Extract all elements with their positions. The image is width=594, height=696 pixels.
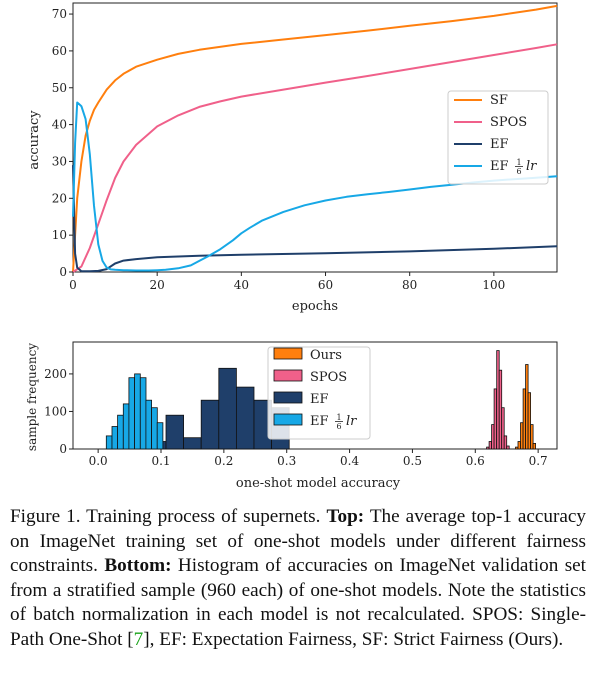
top-series-sf-line (72, 4, 558, 273)
top-x-tick-label-80: 80 (402, 278, 417, 292)
top-x-axis-label: epochs (292, 299, 338, 314)
bottom-chart-axes: 0.0 0.1 0.2 0.3 0.4 0.5 0.6 0.7 0 100 200 (44, 367, 548, 468)
caption-bottom-text: Histogram of accuracies on ImageNet vali… (10, 555, 587, 650)
top-x-tick-label-60: 60 (318, 278, 333, 292)
top-x-tick-label-100: 100 (482, 278, 505, 292)
top-y-tick-label-60: 60 (52, 44, 67, 58)
bottom-bar-spos-8 (506, 445, 510, 450)
bottom-bar-ef-frac-1-6-lr-2 (117, 414, 124, 450)
bottom-bar-ours-7 (532, 442, 536, 450)
bottom-legend-label-ef-frac-1-6-lr-suffix: lr (346, 414, 357, 429)
bottom-bar-ef-frac-1-6-lr-6 (139, 377, 147, 450)
top-legend-label-sf: SF (490, 93, 508, 108)
bottom-y-tick-label-0: 0 (59, 442, 67, 456)
caption-top-label: Top: (326, 506, 365, 527)
bottom-x-tick-label-0-5: 0.5 (403, 454, 422, 468)
caption-bottom-label: Bottom: (104, 555, 172, 577)
bottom-bar-ef-frac-1-6-lr-3 (122, 403, 130, 450)
bottom-bar-ef-frac-1-6-lr-8 (151, 407, 158, 450)
bottom-legend-swatch-ours (273, 347, 303, 360)
top-x-tick-label-20: 20 (150, 278, 165, 292)
top-y-tick-label-30: 30 (52, 154, 67, 168)
bottom-x-tick-label-0-7: 0.7 (529, 454, 548, 468)
top-y-tick-label-40: 40 (52, 118, 67, 132)
top-legend-frame (447, 90, 549, 185)
bottom-legend-label-ef-frac-1-6-lr-denominator: 6 (336, 422, 341, 431)
figure-caption: Figure 1. Training process of supernets.… (10, 505, 586, 653)
top-y-axis-label: accuracy (27, 110, 42, 170)
bottom-histogram: 0.0 0.1 0.2 0.3 0.4 0.5 0.6 0.7 0 100 200 sample f… (25, 341, 558, 491)
bottom-legend-label-ours: Ours (310, 348, 342, 363)
bottom-bar-ef-frac-1-6-lr-7 (145, 399, 152, 450)
bottom-x-tick-label-0-3: 0.3 (277, 454, 296, 468)
bottom-bar-spos-7 (503, 435, 508, 450)
caption-tail-text: ], EF: Expectation Fairness, SF: Strict … (143, 628, 564, 650)
top-y-tick-label-10: 10 (52, 228, 67, 242)
bottom-legend-label-ef-frac-1-6-lr: EF 16 lr (310, 413, 357, 431)
top-series-ef-line (72, 165, 558, 273)
bottom-y-tick-label-100: 100 (44, 404, 67, 418)
top-x-tick-label-0: 0 (69, 278, 77, 292)
bottom-legend-label-ef-frac-1-6-lr-base: EF (310, 414, 329, 429)
bottom-bar-ef-5 (235, 386, 255, 450)
bottom-bar-ours-2 (520, 422, 524, 450)
top-chart-axes: 0 20 40 60 80 100 0 10 20 30 40 50 60 70 (52, 7, 506, 292)
bottom-x-tick-label-0-2: 0.2 (214, 454, 233, 468)
caption-figure-label: Figure 1. Training process of supernets. (10, 506, 321, 527)
bottom-x-axis-label: one-shot model accuracy (236, 476, 401, 491)
bottom-x-tick-label-0-0: 0.0 (89, 454, 108, 468)
bottom-legend-label-ef: EF (310, 392, 329, 407)
bottom-bar-ef-frac-1-6-lr-4 (128, 377, 135, 450)
top-legend-label-ef: EF (490, 137, 509, 152)
bottom-bar-ours-5 (527, 392, 531, 450)
top-x-tick-label-40: 40 (234, 278, 249, 292)
bottom-bar-ef-2 (183, 437, 202, 450)
top-line-chart: 0 20 40 60 80 100 0 10 20 30 40 50 60 70 accuracy epo… (27, 2, 558, 314)
bottom-bar-spos-6 (501, 407, 505, 450)
bottom-bar-ef-frac-1-6-lr-1 (111, 426, 119, 450)
top-legend-label-ef-frac-1-6-lr: EF 16 lr (490, 158, 537, 176)
bottom-bar-ef-4 (218, 367, 237, 450)
bottom-x-tick-label-0-4: 0.4 (340, 454, 359, 468)
bottom-bar-ef-frac-1-6-lr-9 (156, 422, 164, 450)
top-series-ef-frac-1-6-lr-line (72, 101, 558, 272)
top-series-spos-line (72, 43, 558, 273)
top-legend-label-spos: SPOS (490, 115, 527, 130)
bottom-bar-ours-6 (530, 424, 534, 450)
top-y-tick-label-0: 0 (59, 265, 67, 279)
bottom-legend-swatch-ef-frac-1-6-lr (273, 413, 303, 426)
top-y-tick-label-20: 20 (52, 191, 67, 205)
bottom-y-tick-label-200: 200 (44, 367, 67, 381)
caption-top-text: The average top-1 accuracy on ImageNet t… (10, 506, 587, 577)
top-legend-label-ef-frac-1-6-lr-base: EF (490, 159, 509, 174)
bottom-bar-ef-frac-1-6-lr-0 (105, 435, 113, 450)
top-y-tick-label-50: 50 (52, 81, 67, 95)
bottom-x-tick-label-0-6: 0.6 (466, 454, 485, 468)
bottom-chart-legend: Ours SPOS EF EF 16 lr (267, 346, 371, 440)
bottom-bar-ef-3 (200, 399, 220, 450)
bottom-y-axis-label: sample frequency (25, 343, 39, 451)
top-chart-series (72, 4, 558, 273)
top-legend-label-ef-frac-1-6-lr-suffix: lr (526, 159, 537, 174)
top-legend-label-ef-frac-1-6-lr-denominator: 6 (516, 167, 521, 176)
bottom-bar-ef-frac-1-6-lr-5 (134, 373, 141, 450)
top-chart-legend: SF SPOS EF EF 16 lr (447, 90, 549, 185)
bottom-legend-swatch-spos (273, 369, 303, 382)
bottom-bar-ef-1 (165, 414, 185, 450)
bottom-bar-spos-3 (493, 388, 498, 450)
bottom-legend-swatch-ef (273, 391, 303, 404)
bottom-legend-label-spos: SPOS (310, 370, 347, 385)
bottom-chart-series (105, 350, 536, 450)
bottom-x-tick-label-0-1: 0.1 (151, 454, 170, 468)
caption-citation-link[interactable]: 7 (133, 628, 144, 650)
bottom-legend-label-ef-frac-1-6-lr-numerator: 1 (336, 413, 341, 422)
top-y-tick-label-70: 70 (52, 7, 67, 21)
top-legend-label-ef-frac-1-6-lr-numerator: 1 (516, 158, 521, 167)
